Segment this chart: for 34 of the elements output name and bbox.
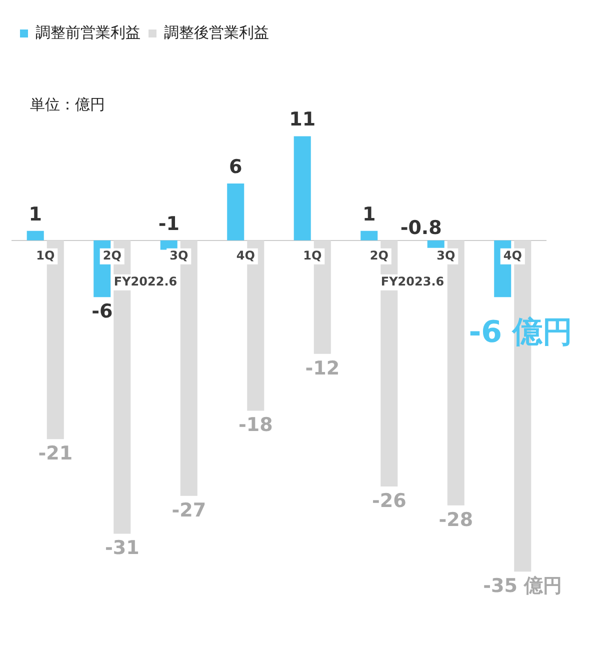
x-tick-label: 4Q	[503, 248, 522, 262]
data-label: -12	[305, 357, 340, 380]
data-label: -18	[238, 414, 273, 436]
x-tick-label: 2Q	[102, 248, 122, 262]
x-tick-label: 3Q	[170, 248, 188, 262]
legend-label: 調整前営業利益	[36, 23, 140, 42]
data-label: -28	[438, 508, 474, 531]
x-tick-label: 1Q	[303, 248, 322, 262]
data-label: -1	[158, 212, 180, 235]
data-label: -35 億円	[483, 575, 562, 598]
data-label: -6 億円	[468, 314, 573, 350]
data-label: -26	[372, 490, 406, 512]
x-tick-label: 3Q	[436, 248, 456, 262]
data-label: -27	[172, 499, 206, 522]
annotation: FY2022.6	[114, 274, 178, 288]
x-tick-label: 1Q	[36, 248, 55, 262]
data-label: -0.8	[400, 216, 442, 239]
data-label: 1	[28, 203, 42, 226]
bar	[227, 184, 244, 240]
data-label: 11	[289, 108, 316, 131]
data-label: 6	[228, 156, 242, 178]
bar	[360, 230, 378, 240]
legend-label: 調整後営業利益	[164, 23, 269, 42]
text: 単位：億円	[30, 95, 105, 114]
x-tick-label: 2Q	[370, 248, 388, 262]
data-label: -6	[92, 300, 113, 323]
bar	[427, 240, 444, 248]
x-tick-label: 4Q	[236, 248, 255, 262]
annotation: FY2023.6	[380, 274, 444, 288]
bar	[26, 230, 44, 240]
data-label: 1	[362, 203, 376, 226]
bar	[294, 136, 311, 240]
data-label: -31	[104, 537, 140, 560]
data-label: -21	[38, 442, 73, 465]
